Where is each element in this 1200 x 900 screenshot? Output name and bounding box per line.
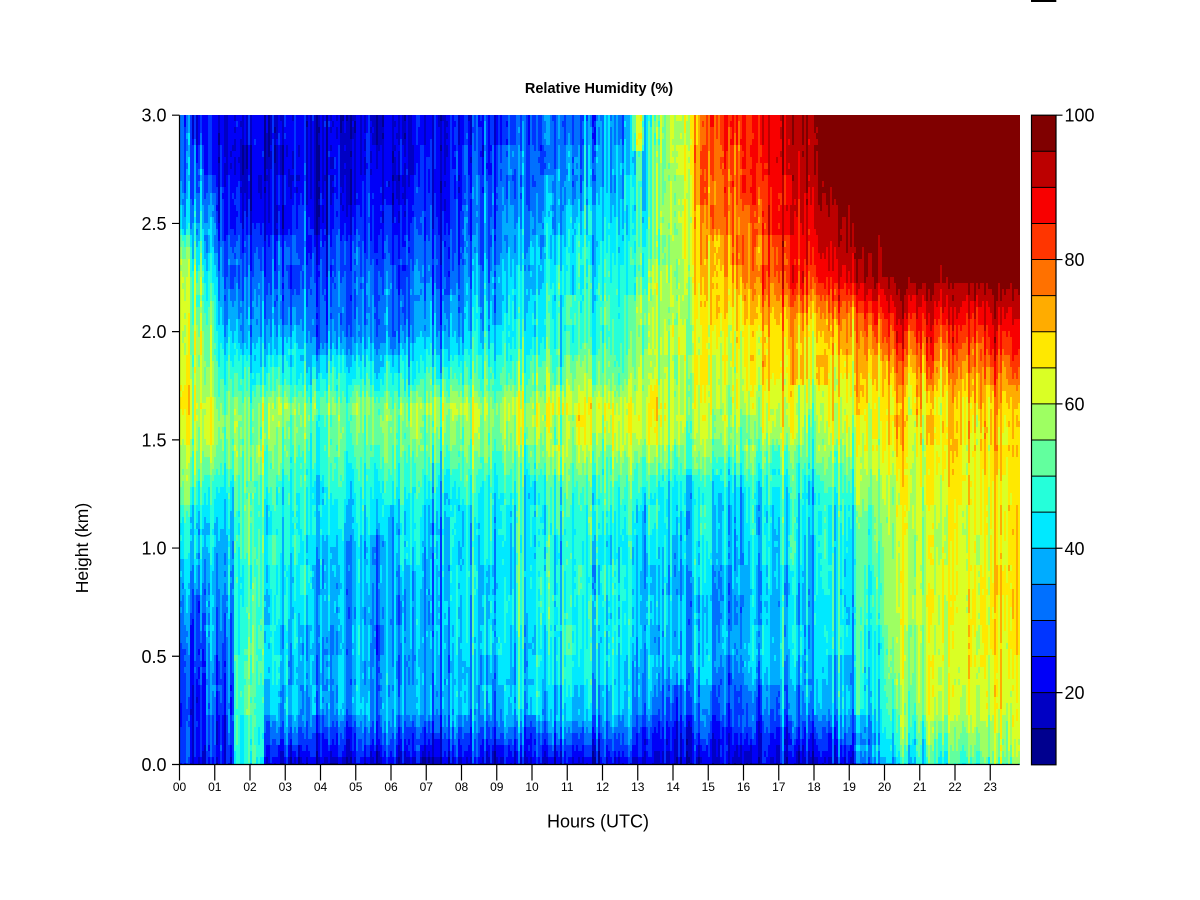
svg-text:20: 20 — [1065, 683, 1085, 703]
svg-text:09: 09 — [490, 780, 504, 794]
svg-text:19: 19 — [843, 780, 857, 794]
svg-text:80: 80 — [1065, 250, 1085, 270]
svg-text:06: 06 — [384, 780, 398, 794]
svg-text:100: 100 — [1065, 106, 1095, 126]
svg-text:1.0: 1.0 — [141, 539, 166, 559]
svg-text:05: 05 — [349, 780, 363, 794]
svg-text:2.5: 2.5 — [141, 214, 166, 234]
svg-text:03: 03 — [279, 780, 293, 794]
svg-text:22: 22 — [948, 780, 962, 794]
svg-text:3.0: 3.0 — [141, 106, 166, 126]
svg-text:0.5: 0.5 — [141, 647, 166, 667]
svg-text:00: 00 — [173, 780, 187, 794]
svg-text:02: 02 — [243, 780, 257, 794]
svg-text:40: 40 — [1065, 539, 1085, 559]
svg-text:1.5: 1.5 — [141, 430, 166, 450]
svg-text:Height (km): Height (km) — [72, 503, 92, 593]
svg-text:08: 08 — [455, 780, 469, 794]
svg-text:10: 10 — [525, 780, 539, 794]
svg-text:15: 15 — [702, 780, 716, 794]
svg-text:12: 12 — [596, 780, 610, 794]
svg-text:18: 18 — [807, 780, 821, 794]
svg-text:04: 04 — [314, 780, 328, 794]
svg-text:0.0: 0.0 — [141, 755, 166, 775]
svg-text:Hours (UTC): Hours (UTC) — [547, 811, 649, 831]
svg-text:07: 07 — [420, 780, 434, 794]
svg-text:60: 60 — [1065, 394, 1085, 414]
svg-text:11: 11 — [561, 780, 574, 794]
svg-text:13: 13 — [631, 780, 645, 794]
svg-text:16: 16 — [737, 780, 751, 794]
svg-text:Relative Humidity (%): Relative Humidity (%) — [525, 81, 673, 97]
svg-text:23: 23 — [984, 780, 998, 794]
svg-text:21: 21 — [913, 780, 927, 794]
svg-text:01: 01 — [208, 780, 222, 794]
svg-text:14: 14 — [666, 780, 680, 794]
svg-text:17: 17 — [772, 780, 786, 794]
svg-text:20: 20 — [878, 780, 892, 794]
svg-text:2.0: 2.0 — [141, 322, 166, 342]
